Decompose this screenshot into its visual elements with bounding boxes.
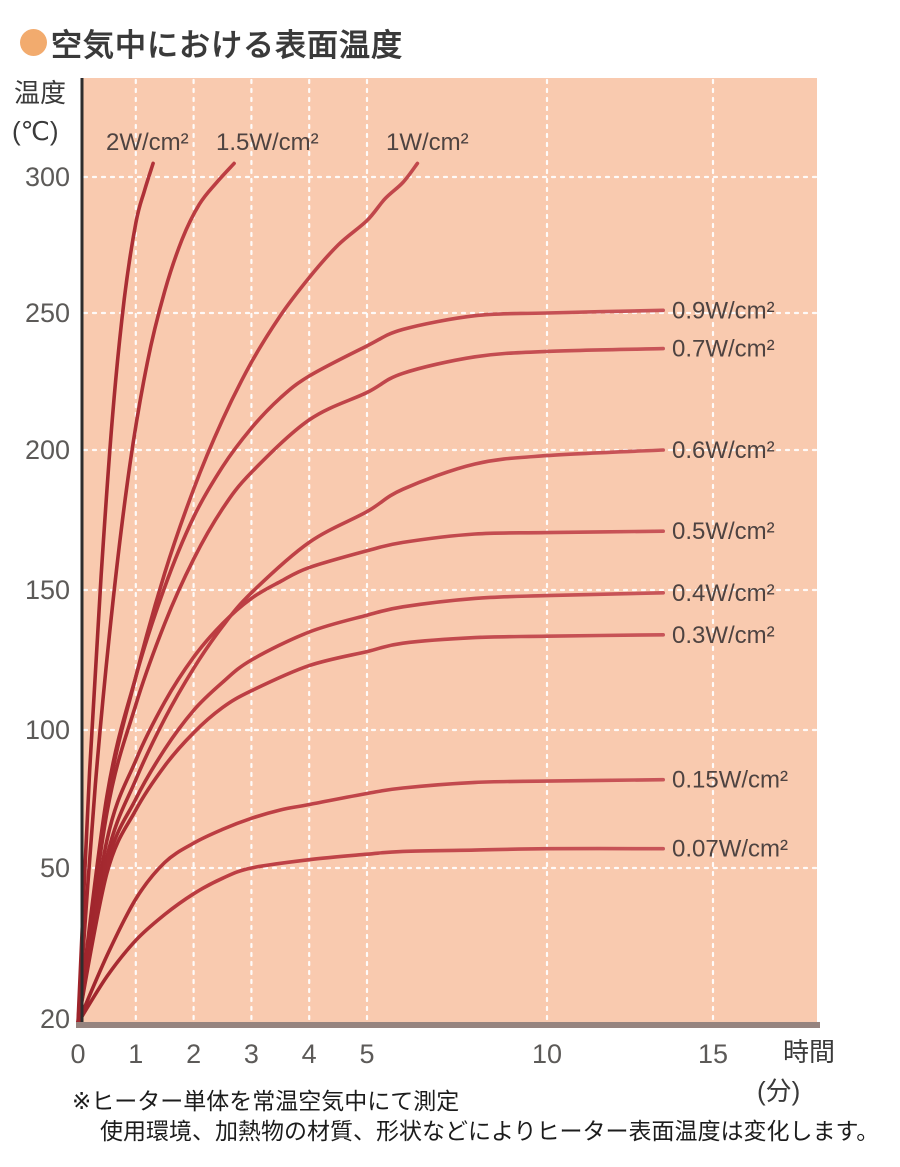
curve-0.6W/cm² <box>76 448 665 1025</box>
y-tick-label: 20 <box>40 1004 70 1034</box>
x-tick-label: 1 <box>128 1039 143 1069</box>
y-tick-label: 300 <box>25 162 70 192</box>
series-label: 2W/cm² <box>106 129 189 156</box>
footnote-line-2: 使用環境、加熱物の材質、形状などによりヒーター表面温度は変化します。 <box>100 1118 880 1144</box>
x-tick-label: 3 <box>244 1039 259 1069</box>
series-label: 0.3W/cm² <box>672 622 775 649</box>
temperature-curves <box>76 161 665 1025</box>
curve-2W/cm² <box>76 161 155 1025</box>
footnote-line-1: ※ヒーター単体を常温空気中にて測定 <box>72 1088 460 1114</box>
series-labels: 2W/cm² 1.5W/cm² 1W/cm² 0.9W/cm² 0.7W/cm² 0.6W… <box>106 129 788 863</box>
series-label: 0.6W/cm² <box>672 437 775 464</box>
x-axis-title: 時間 <box>783 1037 835 1067</box>
x-tick-label: 10 <box>532 1039 562 1069</box>
curve-0.9W/cm² <box>76 308 665 1025</box>
axis-tick-labels: 0 1 2 3 4 5 10 15 20 50 100 150 200 250 300 <box>25 162 728 1069</box>
curve-0.4W/cm² <box>76 591 665 1025</box>
series-label: 0.07W/cm² <box>672 836 788 863</box>
x-tick-label: 15 <box>698 1039 728 1069</box>
series-label: 0.4W/cm² <box>672 580 775 607</box>
curve-0.7W/cm² <box>76 346 665 1025</box>
series-label: 0.7W/cm² <box>672 336 775 363</box>
x-tick-label: 4 <box>302 1039 317 1069</box>
y-tick-label: 50 <box>40 853 70 883</box>
y-tick-label: 100 <box>25 715 70 745</box>
x-tick-label: 0 <box>70 1039 85 1069</box>
series-label: 1W/cm² <box>386 129 469 156</box>
curve-0.15W/cm² <box>76 777 665 1025</box>
chart-header: 空気中における表面温度 <box>20 20 403 65</box>
y-tick-label: 200 <box>25 435 70 465</box>
series-label: 1.5W/cm² <box>216 129 319 156</box>
x-tick-label: 2 <box>186 1039 201 1069</box>
curve-1.5W/cm² <box>76 161 236 1025</box>
y-axis-unit: (℃) <box>12 116 59 146</box>
title-bullet-icon <box>20 29 47 56</box>
x-axis-unit: (分) <box>757 1076 800 1106</box>
series-label: 0.9W/cm² <box>672 297 775 324</box>
y-tick-label: 150 <box>25 575 70 605</box>
curve-0.3W/cm² <box>76 633 665 1025</box>
series-label: 0.15W/cm² <box>672 767 788 794</box>
page-title: 空気中における表面温度 <box>51 28 403 63</box>
curve-0.07W/cm² <box>76 846 665 1025</box>
series-label: 0.5W/cm² <box>672 518 775 545</box>
curve-0.5W/cm² <box>76 529 665 1025</box>
y-axis-title: 温度 <box>14 78 66 108</box>
y-tick-label: 250 <box>25 298 70 328</box>
x-tick-label: 5 <box>359 1039 374 1069</box>
